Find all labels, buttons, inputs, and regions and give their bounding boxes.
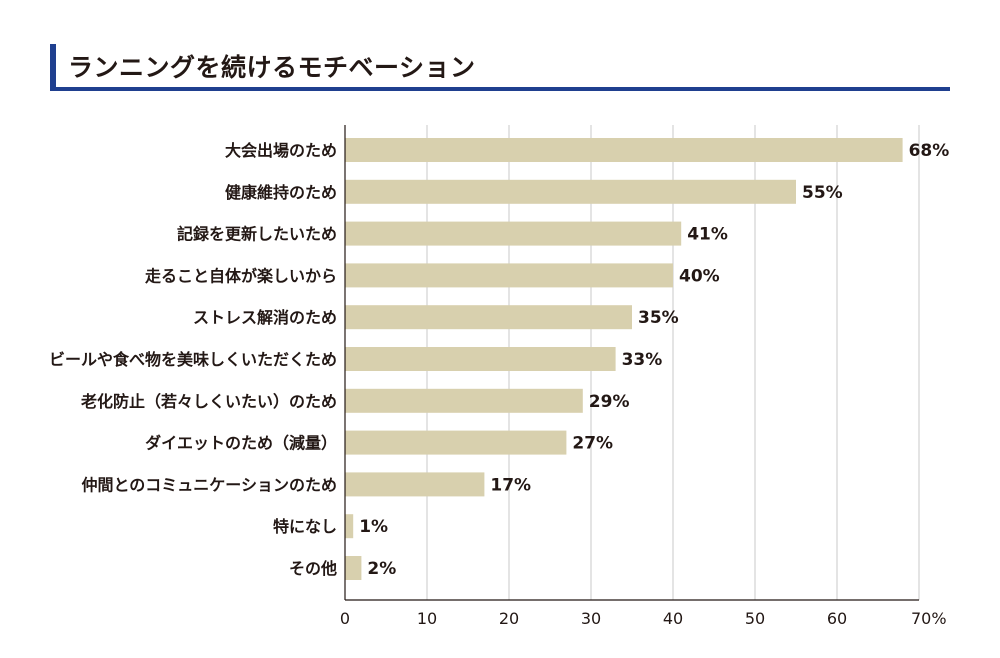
category-label: 老化防止（若々しくいたい）のため bbox=[80, 392, 337, 411]
category-label: 大会出場のため bbox=[225, 141, 337, 160]
category-label: 記録を更新したいため bbox=[177, 225, 337, 244]
category-label: 特になし bbox=[273, 517, 337, 536]
bar bbox=[345, 138, 903, 162]
bar bbox=[345, 430, 567, 455]
value-label: 68% bbox=[909, 141, 950, 161]
value-label: 40% bbox=[679, 266, 720, 286]
bar bbox=[345, 514, 354, 539]
x-tick-label: 30 bbox=[581, 609, 601, 628]
title-accent-bar bbox=[50, 44, 56, 88]
value-label: 35% bbox=[638, 308, 679, 328]
value-label: 27% bbox=[572, 434, 613, 454]
x-tick-label: 0 bbox=[340, 609, 350, 628]
x-tick-label: 20 bbox=[499, 609, 519, 628]
bar bbox=[345, 347, 616, 371]
category-label: その他 bbox=[289, 559, 337, 578]
category-label: 走ること自体が楽しいから bbox=[144, 266, 337, 285]
title-underline bbox=[50, 87, 950, 91]
chart-title-block: ランニングを続けるモチベーション bbox=[50, 44, 950, 91]
value-label: 55% bbox=[802, 183, 843, 203]
bar bbox=[345, 472, 485, 497]
value-label: 41% bbox=[687, 225, 728, 245]
category-label: ビールや食べ物を美味しくいただくため bbox=[49, 350, 337, 369]
x-tick-label: 60 bbox=[827, 609, 847, 628]
x-tick-label: 70% bbox=[911, 609, 947, 628]
value-label: 2% bbox=[367, 559, 396, 579]
bar bbox=[345, 263, 673, 288]
category-label: ストレス解消のため bbox=[193, 308, 337, 327]
value-label: 29% bbox=[589, 392, 630, 412]
bar bbox=[345, 179, 796, 204]
category-label: 仲間とのコミュニケーションのため bbox=[81, 475, 337, 494]
category-label: 健康維持のため bbox=[225, 183, 337, 202]
chart-title: ランニングを続けるモチベーション bbox=[68, 53, 476, 82]
bar bbox=[345, 305, 632, 330]
value-label: 33% bbox=[622, 350, 663, 370]
bar bbox=[345, 388, 583, 413]
value-label: 17% bbox=[490, 475, 531, 495]
x-tick-label: 50 bbox=[745, 609, 765, 628]
value-label: 1% bbox=[359, 517, 388, 537]
category-label: ダイエットのため（減量） bbox=[145, 434, 337, 453]
x-tick-label: 40 bbox=[663, 609, 683, 628]
bar bbox=[345, 221, 682, 246]
x-tick-label: 10 bbox=[417, 609, 437, 628]
bar bbox=[345, 556, 362, 580]
